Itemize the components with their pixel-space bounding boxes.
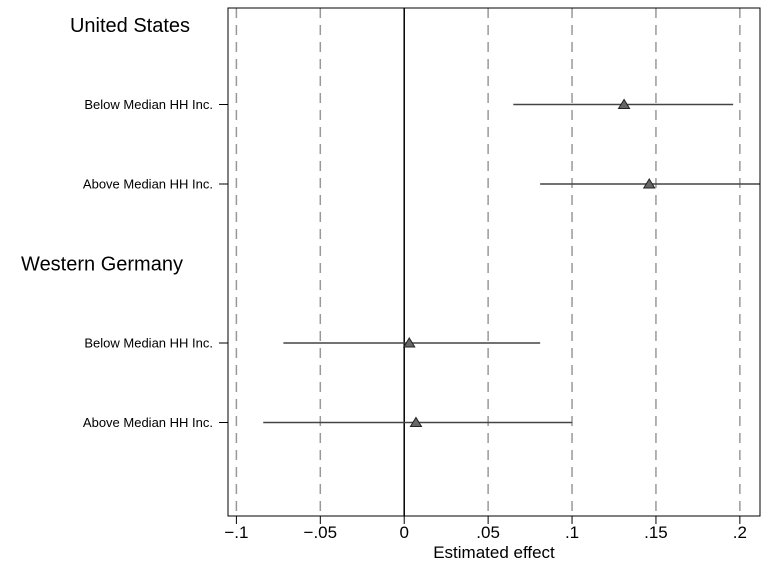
x-tick-label: .05 xyxy=(476,523,500,542)
estimate-marker xyxy=(409,416,423,427)
x-tick-label: −.05 xyxy=(304,523,338,542)
plot-area-frame xyxy=(227,7,761,517)
row-label: Below Median HH Inc. xyxy=(84,336,213,351)
point-estimates xyxy=(402,98,656,427)
x-tick-label: .2 xyxy=(733,523,747,542)
group-label: Western Germany xyxy=(21,254,183,276)
x-tick-label: −.1 xyxy=(224,523,248,542)
row-labels: Below Median HH Inc. Above Median HH Inc.… xyxy=(83,97,228,430)
x-tick-label: .1 xyxy=(565,523,579,542)
row-label: Below Median HH Inc. xyxy=(84,97,213,112)
estimate-marker xyxy=(617,98,631,109)
estimate-marker xyxy=(402,337,416,348)
row-label: Above Median HH Inc. xyxy=(83,415,213,430)
group-label: United States xyxy=(70,15,190,37)
x-axis-ticks: −.1 −.05 0 .05 .1 .15 .2 xyxy=(224,516,747,542)
x-axis-label: Estimated effect xyxy=(433,543,555,562)
x-tick-label: 0 xyxy=(399,523,408,542)
x-tick-label: .15 xyxy=(644,523,668,542)
group-labels: United States Western Germany xyxy=(21,15,190,276)
estimate-marker xyxy=(642,178,656,189)
confidence-intervals xyxy=(263,103,760,424)
gridlines xyxy=(235,8,741,516)
row-label: Above Median HH Inc. xyxy=(83,177,213,192)
